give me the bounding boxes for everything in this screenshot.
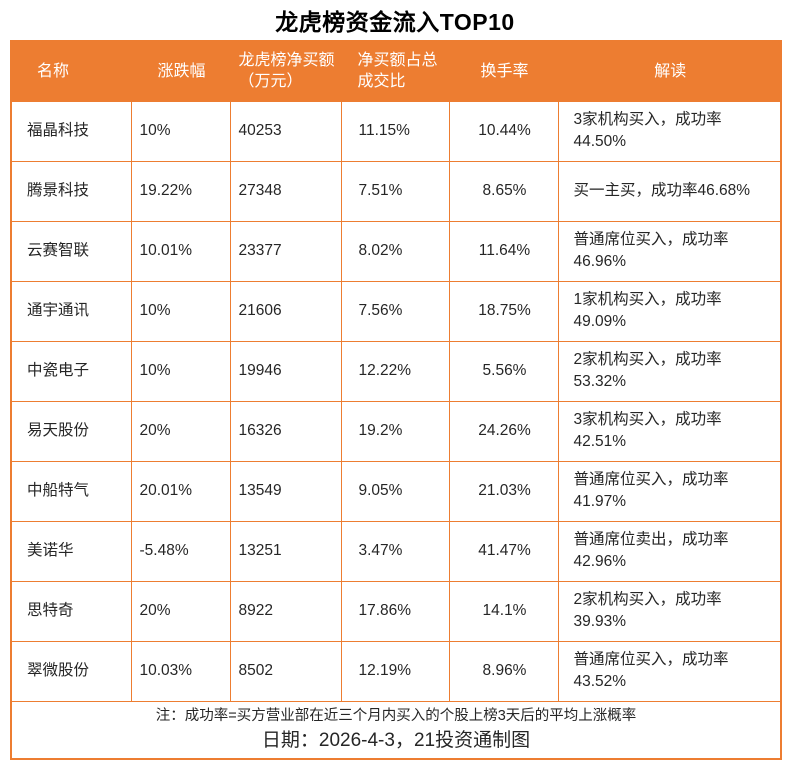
table-body: 福晶科技 10% 40253 11.15% 10.44% 3家机构买入，成功率44.50%… (10, 100, 782, 702)
table-footer: 注：成功率=买方营业部在近三个月内买入的个股上榜3天后的平均上涨概率 日期：20… (10, 700, 782, 760)
turnover-cell: 18.75% (448, 280, 559, 342)
ratio-cell: 9.05% (340, 460, 450, 522)
comment-cell: 普通席位卖出，成功率42.96% (557, 520, 782, 582)
turnover-cell: 8.96% (448, 640, 559, 702)
change-cell: -5.48% (130, 520, 231, 582)
table-header: 名称 涨跌幅 龙虎榜净买额（万元） 净买额占总成交比 换手率 解读 (10, 40, 782, 102)
net-buy-cell: 23377 (229, 220, 342, 282)
table-row: 翠微股份 10.03% 8502 12.19% 8.96% 普通席位买入，成功率43.52… (10, 640, 782, 702)
table-row: 中船特气 20.01% 13549 9.05% 21.03% 普通席位买入，成功率41.9… (10, 460, 782, 522)
change-cell: 10% (130, 280, 231, 342)
header-row: 名称 涨跌幅 龙虎榜净买额（万元） 净买额占总成交比 换手率 解读 (10, 40, 782, 102)
turnover-cell: 11.64% (448, 220, 559, 282)
stock-name-cell: 通宇通讯 (10, 280, 132, 342)
net-buy-cell: 8502 (229, 640, 342, 702)
comment-cell: 普通席位买入，成功率41.97% (557, 460, 782, 522)
ratio-cell: 8.02% (340, 220, 450, 282)
table-row: 福晶科技 10% 40253 11.15% 10.44% 3家机构买入，成功率44.50% (10, 100, 782, 162)
change-cell: 10.01% (130, 220, 231, 282)
stock-name-cell: 美诺华 (10, 520, 132, 582)
table-row: 易天股份 20% 16326 19.2% 24.26% 3家机构买入，成功率42.51% (10, 400, 782, 462)
net-buy-cell: 40253 (229, 100, 342, 162)
footer-row: 注：成功率=买方营业部在近三个月内买入的个股上榜3天后的平均上涨概率 日期：20… (10, 700, 782, 760)
ratio-cell: 7.56% (340, 280, 450, 342)
ranking-table: 名称 涨跌幅 龙虎榜净买额（万元） 净买额占总成交比 换手率 解读 福晶科技 10… (10, 40, 782, 760)
net-buy-cell: 16326 (229, 400, 342, 462)
comment-cell: 普通席位买入，成功率43.52% (557, 640, 782, 702)
change-cell: 20% (130, 400, 231, 462)
ratio-cell: 3.47% (340, 520, 450, 582)
stock-name-cell: 易天股份 (10, 400, 132, 462)
change-cell: 20% (130, 580, 231, 642)
change-cell: 19.22% (130, 160, 231, 222)
stock-name-cell: 腾景科技 (10, 160, 132, 222)
success-rate-note: 注：成功率=买方营业部在近三个月内买入的个股上榜3天后的平均上涨概率 (155, 707, 637, 724)
comment-cell: 1家机构买入，成功率49.09% (557, 280, 782, 342)
turnover-cell: 14.1% (448, 580, 559, 642)
stock-name-cell: 云赛智联 (10, 220, 132, 282)
header-ratio: 净买额占总成交比 (340, 40, 450, 102)
comment-cell: 买一主买，成功率46.68% (557, 160, 782, 222)
comment-cell: 3家机构买入，成功率42.51% (557, 400, 782, 462)
table-row: 美诺华 -5.48% 13251 3.47% 41.47% 普通席位卖出，成功率42.96… (10, 520, 782, 582)
table-row: 通宇通讯 10% 21606 7.56% 18.75% 1家机构买入，成功率49.09% (10, 280, 782, 342)
comment-cell: 3家机构买入，成功率44.50% (557, 100, 782, 162)
table-row: 云赛智联 10.01% 23377 8.02% 11.64% 普通席位买入，成功率46.9… (10, 220, 782, 282)
net-buy-cell: 13251 (229, 520, 342, 582)
page-title: 龙虎榜资金流入TOP10 (275, 9, 515, 35)
stock-name-cell: 思特奇 (10, 580, 132, 642)
header-change: 涨跌幅 (130, 40, 231, 102)
turnover-cell: 24.26% (448, 400, 559, 462)
ratio-cell: 19.2% (340, 400, 450, 462)
header-name: 名称 (10, 40, 132, 102)
net-buy-cell: 27348 (229, 160, 342, 222)
net-buy-cell: 21606 (229, 280, 342, 342)
turnover-cell: 10.44% (448, 100, 559, 162)
header-net-buy: 龙虎榜净买额（万元） (229, 40, 342, 102)
stock-name-cell: 翠微股份 (10, 640, 132, 702)
comment-cell: 普通席位买入，成功率46.96% (557, 220, 782, 282)
turnover-cell: 8.65% (448, 160, 559, 222)
ratio-cell: 12.22% (340, 340, 450, 402)
stock-name-cell: 中船特气 (10, 460, 132, 522)
turnover-cell: 41.47% (448, 520, 559, 582)
net-buy-cell: 19946 (229, 340, 342, 402)
table-row: 思特奇 20% 8922 17.86% 14.1% 2家机构买入，成功率39.93% (10, 580, 782, 642)
net-buy-cell: 8922 (229, 580, 342, 642)
stock-name-cell: 福晶科技 (10, 100, 132, 162)
header-turnover: 换手率 (448, 40, 559, 102)
turnover-cell: 21.03% (448, 460, 559, 522)
ratio-cell: 12.19% (340, 640, 450, 702)
ratio-cell: 17.86% (340, 580, 450, 642)
comment-cell: 2家机构买入，成功率39.93% (557, 580, 782, 642)
ratio-cell: 11.15% (340, 100, 450, 162)
change-cell: 10% (130, 340, 231, 402)
comment-cell: 2家机构买入，成功率53.32% (557, 340, 782, 402)
footer-cell: 注：成功率=买方营业部在近三个月内买入的个股上榜3天后的平均上涨概率 日期：20… (10, 700, 782, 760)
turnover-cell: 5.56% (448, 340, 559, 402)
table-row: 腾景科技 19.22% 27348 7.51% 8.65% 买一主买，成功率46.68% (10, 160, 782, 222)
change-cell: 20.01% (130, 460, 231, 522)
stock-name-cell: 中瓷电子 (10, 340, 132, 402)
net-buy-cell: 13549 (229, 460, 342, 522)
change-cell: 10.03% (130, 640, 231, 702)
table-row: 中瓷电子 10% 19946 12.22% 5.56% 2家机构买入，成功率53.32% (10, 340, 782, 402)
date-attribution: 日期：2026-4-3，21投资通制图 (261, 729, 531, 751)
header-comment: 解读 (557, 40, 782, 102)
ratio-cell: 7.51% (340, 160, 450, 222)
change-cell: 10% (130, 100, 231, 162)
